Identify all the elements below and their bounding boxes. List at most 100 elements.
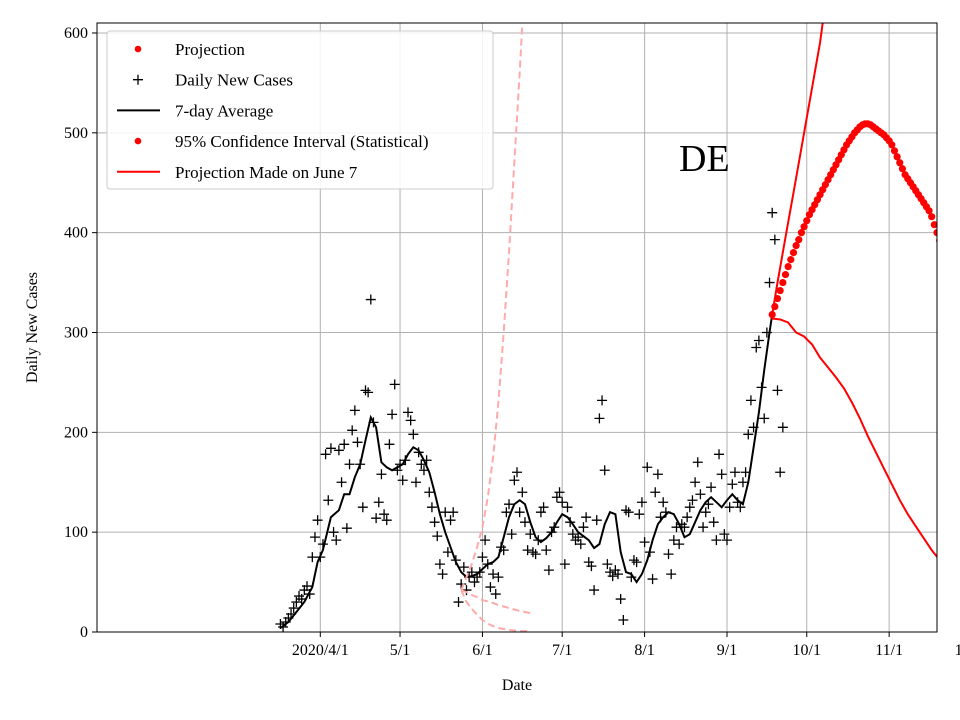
- series-line-7-day-average: [279, 314, 774, 629]
- data-point-daily-new-cases: [442, 547, 453, 558]
- data-point-daily-new-cases: [737, 477, 748, 488]
- data-point-daily-new-cases: [538, 502, 549, 513]
- data-point-daily-new-cases: [325, 443, 336, 454]
- data-point-projection: [890, 147, 899, 155]
- x-tick-label: 12/1: [955, 642, 960, 659]
- data-point-daily-new-cases: [666, 569, 677, 580]
- data-point-daily-new-cases: [506, 529, 517, 540]
- data-point-projection: [795, 236, 803, 244]
- data-point-daily-new-cases: [469, 577, 480, 588]
- data-point-daily-new-cases: [429, 517, 440, 528]
- data-point-daily-new-cases: [517, 487, 528, 498]
- data-point-daily-new-cases: [700, 507, 711, 518]
- data-point-daily-new-cases: [591, 515, 602, 526]
- data-point-daily-new-cases: [583, 557, 594, 568]
- y-tick-label: 200: [64, 424, 88, 441]
- data-point-daily-new-cases: [559, 559, 570, 570]
- data-point-daily-new-cases: [613, 569, 624, 580]
- y-tick-label: 100: [64, 524, 88, 541]
- data-point-daily-new-cases: [426, 502, 437, 513]
- data-point-daily-new-cases: [551, 492, 562, 503]
- data-point-daily-new-cases: [647, 574, 658, 585]
- data-point-daily-new-cases: [352, 437, 363, 448]
- data-point-daily-new-cases: [729, 467, 740, 478]
- data-point-daily-new-cases: [692, 457, 703, 468]
- data-point-daily-new-cases: [698, 522, 709, 533]
- data-point-projection: [941, 253, 948, 260]
- data-point-daily-new-cases: [690, 477, 701, 488]
- data-point-daily-new-cases: [509, 475, 520, 486]
- data-point-daily-new-cases: [727, 479, 738, 490]
- data-point-daily-new-cases: [365, 294, 376, 305]
- y-tick-label: 600: [64, 25, 88, 42]
- data-point-daily-new-cases: [589, 585, 600, 596]
- x-axis-label: Date: [502, 677, 532, 694]
- data-point-daily-new-cases: [527, 547, 538, 558]
- data-point-daily-new-cases: [658, 497, 669, 508]
- legend-label: 7-day Average: [175, 101, 273, 120]
- data-point-daily-new-cases: [530, 549, 541, 560]
- data-point-daily-new-cases: [424, 487, 435, 498]
- legend-marker-dot: [134, 137, 142, 145]
- data-point-daily-new-cases: [775, 467, 786, 478]
- data-point-daily-new-cases: [557, 497, 568, 508]
- region-label: DE: [679, 138, 730, 180]
- data-point-daily-new-cases: [543, 565, 554, 576]
- data-point-daily-new-cases: [631, 557, 642, 568]
- data-point-daily-new-cases: [639, 537, 650, 548]
- data-point-daily-new-cases: [291, 597, 302, 608]
- data-point-daily-new-cases: [477, 552, 488, 563]
- legend-label: Projection Made on June 7: [175, 163, 358, 182]
- data-point-daily-new-cases: [360, 385, 371, 396]
- data-point-daily-new-cases: [302, 581, 312, 592]
- data-point-daily-new-cases: [714, 449, 725, 460]
- data-point-daily-new-cases: [331, 535, 342, 546]
- data-point-projection: [784, 263, 792, 271]
- y-tick-label: 300: [64, 324, 88, 341]
- legend: Projection Daily New Cases 7-day Average 95…: [106, 30, 494, 190]
- x-tick-label: 9/1: [717, 642, 737, 659]
- data-point-projection: [928, 213, 936, 221]
- x-tick-label: 7/1: [552, 642, 572, 659]
- data-point-projection: [789, 249, 798, 257]
- data-point-daily-new-cases: [514, 507, 525, 518]
- data-point-projection: [947, 269, 954, 276]
- legend-label: Projection: [175, 40, 245, 59]
- data-point-daily-new-cases: [341, 523, 352, 534]
- data-point-daily-new-cases: [328, 527, 339, 538]
- data-point-daily-new-cases: [650, 487, 661, 498]
- data-point-daily-new-cases: [772, 385, 783, 396]
- data-point-daily-new-cases: [320, 449, 331, 460]
- data-point-daily-new-cases: [387, 409, 398, 420]
- y-tick-label: 500: [64, 125, 88, 142]
- y-tick-label: 400: [64, 225, 88, 242]
- data-point-daily-new-cases: [610, 565, 621, 576]
- series-line-95-confidence-interval-statistical: [771, 314, 937, 559]
- data-point-daily-new-cases: [493, 572, 504, 583]
- data-point-projection: [930, 221, 937, 229]
- data-point-daily-new-cases: [347, 425, 358, 436]
- data-point-projection: [800, 223, 808, 231]
- data-point-daily-new-cases: [357, 502, 368, 513]
- data-point-daily-new-cases: [623, 507, 634, 518]
- series-line-95-confidence-interval-statistical: [771, 23, 824, 315]
- data-point-projection: [896, 159, 904, 167]
- data-point-daily-new-cases: [453, 597, 464, 608]
- data-point-daily-new-cases: [416, 459, 427, 470]
- x-tick-label: 2020/4/1: [292, 642, 349, 659]
- legend-marker-plus: [133, 74, 143, 85]
- data-point-daily-new-cases: [519, 517, 530, 528]
- data-point-projection: [779, 278, 787, 287]
- x-tick-label: 5/1: [390, 642, 410, 659]
- data-point-daily-new-cases: [403, 407, 414, 418]
- data-point-daily-new-cases: [336, 477, 347, 488]
- y-axis-label: Daily New Cases: [24, 272, 41, 383]
- data-point-daily-new-cases: [410, 477, 421, 488]
- data-point-daily-new-cases: [480, 535, 491, 546]
- series-line-projection-made-on-june-7: [460, 23, 524, 591]
- x-tick-label: 6/1: [472, 642, 492, 659]
- data-point-daily-new-cases: [716, 469, 727, 480]
- data-point-daily-new-cases: [636, 497, 647, 508]
- data-point-daily-new-cases: [586, 561, 597, 572]
- data-point-projection: [944, 261, 951, 268]
